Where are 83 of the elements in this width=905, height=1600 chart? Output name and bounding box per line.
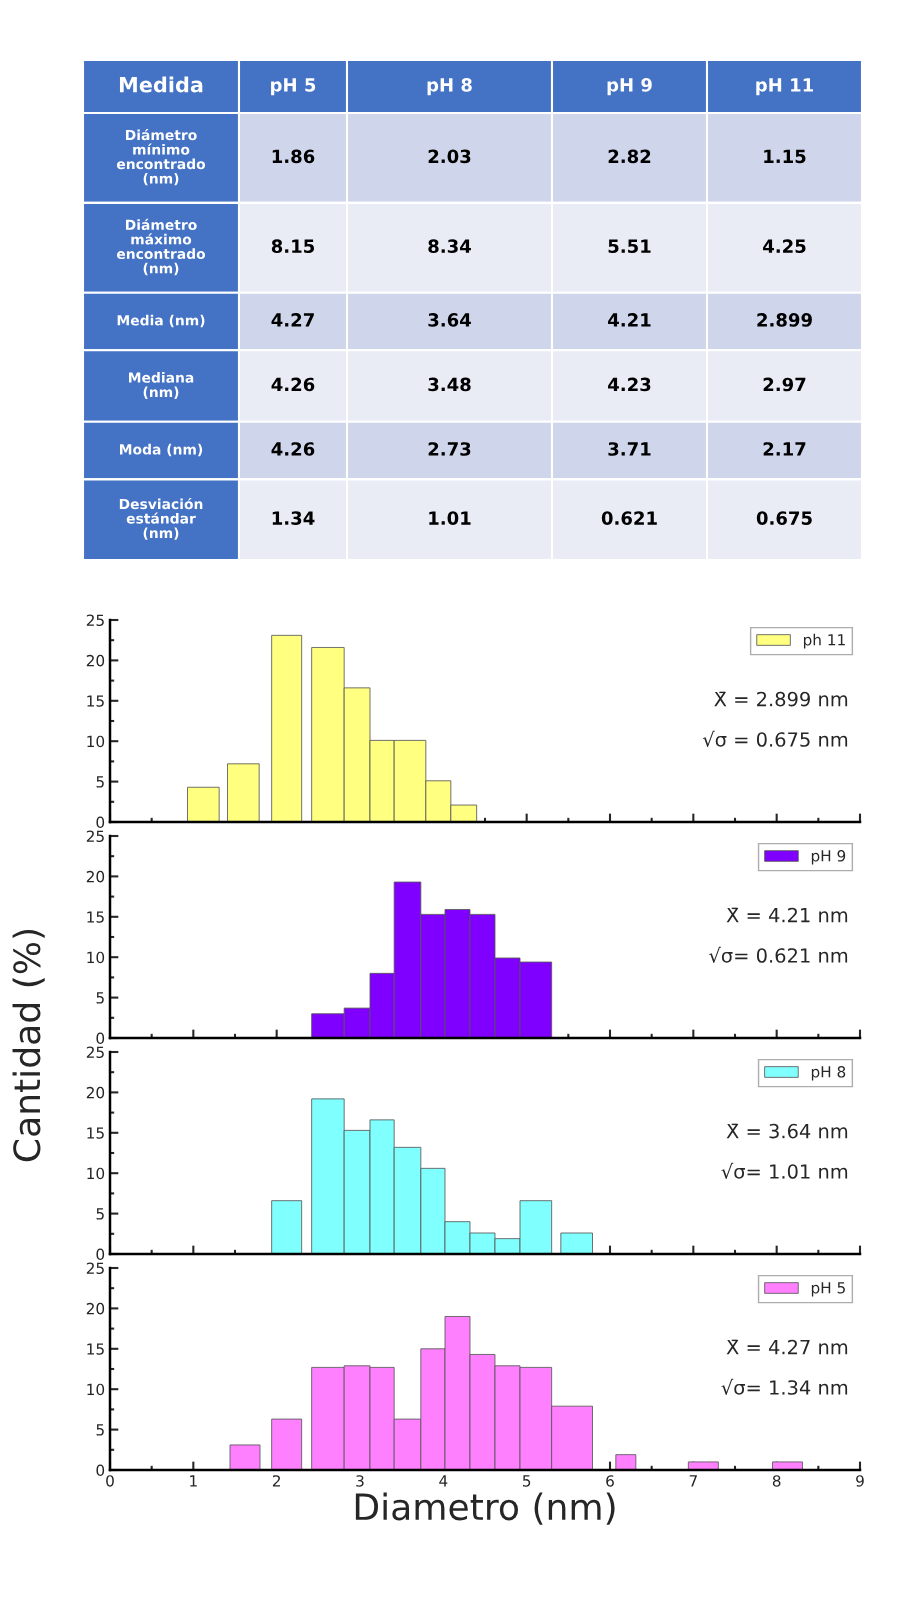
x-tick-label: 4 (439, 1475, 448, 1487)
text: 2.82 (608, 149, 651, 164)
category-label: pH 8 (427, 78, 472, 96)
y-tick-label: 25 (86, 1262, 104, 1275)
text: 4.25 (763, 239, 806, 254)
y-tick-label: 10 (87, 951, 105, 964)
y-tick-label: 20 (86, 654, 105, 667)
y-tick-label: 20 (86, 870, 105, 883)
x-tick-label: 8 (772, 1475, 781, 1487)
text: 2.73 (428, 442, 471, 456)
y-tick-label: 15 (87, 911, 104, 923)
text: 4.21 (608, 313, 651, 327)
y-tick-label: 25 (86, 1046, 104, 1059)
y-tick-label: 20 (86, 1086, 105, 1099)
y-tick-label: 15 (87, 1343, 104, 1355)
text: 3.71 (608, 442, 651, 456)
text: 5.51 (608, 239, 651, 254)
text: 1.15 (764, 149, 806, 164)
text: 2.899 (757, 313, 812, 327)
y-tick-label: 5 (96, 1208, 104, 1220)
text: 3.48 (428, 377, 471, 392)
text: 0.675 (756, 511, 812, 525)
x-tick-label: 5 (522, 1475, 531, 1487)
text: 3.64 (428, 313, 471, 327)
text: 2.03 (428, 149, 471, 164)
legend-label: ph 11 (803, 633, 845, 649)
annotation: √σ= 0.621 nm (709, 946, 848, 963)
x-tick-label: 2 (272, 1475, 280, 1487)
annotation: X̄ = 3.64 nm (726, 1123, 848, 1139)
text: 0.621 (601, 511, 657, 525)
text: Medida (119, 76, 203, 93)
category-label: pH 5 (271, 78, 316, 96)
x-tick-label: 9 (856, 1475, 864, 1487)
legend-label: pH 5 (811, 1282, 845, 1297)
text: 8.15 (271, 239, 315, 254)
text: 4.23 (608, 377, 651, 392)
text: 1.34 (272, 511, 315, 525)
annotation: X̄ = 4.21 nm (726, 907, 848, 923)
category-label: Diámetro mínimo encontrado (nm) (116, 128, 206, 186)
y-tick-label: 25 (86, 614, 104, 627)
text: 2.97 (763, 377, 806, 392)
text: 1.01 (429, 511, 471, 525)
text: 1.86 (272, 149, 315, 164)
text: 2.17 (763, 442, 806, 456)
annotation: √σ= 1.34 nm (721, 1378, 848, 1395)
y-tick-label: 0 (96, 816, 105, 829)
y-tick-label: 0 (96, 1464, 105, 1477)
annotation: X̄ = 2.899 nm (714, 691, 848, 707)
annotation: √σ = 0.675 nm (702, 730, 848, 747)
x-tick-label: 7 (689, 1475, 697, 1487)
y-tick-label: 0 (96, 1032, 105, 1045)
x-tick-label: 3 (356, 1475, 364, 1487)
text: 4.26 (271, 442, 315, 456)
y-tick-label: 5 (96, 992, 104, 1004)
category-label: pH 9 (607, 78, 652, 96)
y-tick-label: 15 (87, 695, 104, 707)
x-axis-title: Diametro (nm) (355, 1492, 615, 1525)
y-tick-label: 10 (87, 1383, 105, 1396)
y-tick-label: 5 (96, 1424, 104, 1436)
text: 8.34 (428, 239, 471, 254)
y-tick-label: 5 (96, 776, 104, 788)
y-tick-label: 10 (87, 1167, 105, 1180)
x-tick-label: 6 (606, 1475, 614, 1487)
x-tick-label: 1 (190, 1475, 197, 1487)
text: 4.26 (271, 377, 315, 392)
category-label: Mediana (nm) (128, 372, 194, 399)
y-tick-label: 25 (86, 830, 104, 843)
category-label: Desviación estándar (nm) (119, 497, 203, 540)
category-label: pH 11 (756, 78, 813, 96)
y-tick-label: 20 (86, 1302, 105, 1315)
category-label: Moda (nm) (119, 443, 203, 457)
legend-label: pH 8 (811, 1066, 846, 1081)
y-tick-label: 15 (87, 1127, 104, 1139)
category-label: Media (nm) (117, 314, 205, 328)
y-axis-title: Cantidad (%) (12, 929, 45, 1162)
text: 4.27 (271, 313, 314, 327)
annotation: X̄ = 4.27 nm (726, 1339, 848, 1355)
y-tick-label: 10 (87, 735, 105, 748)
legend-label: pH 9 (811, 850, 846, 865)
x-tick-label: 0 (106, 1475, 114, 1487)
category-label: Diámetro máximo encontrado (nm) (116, 218, 206, 276)
y-tick-label: 0 (96, 1248, 105, 1261)
annotation: √σ= 1.01 nm (721, 1162, 848, 1179)
